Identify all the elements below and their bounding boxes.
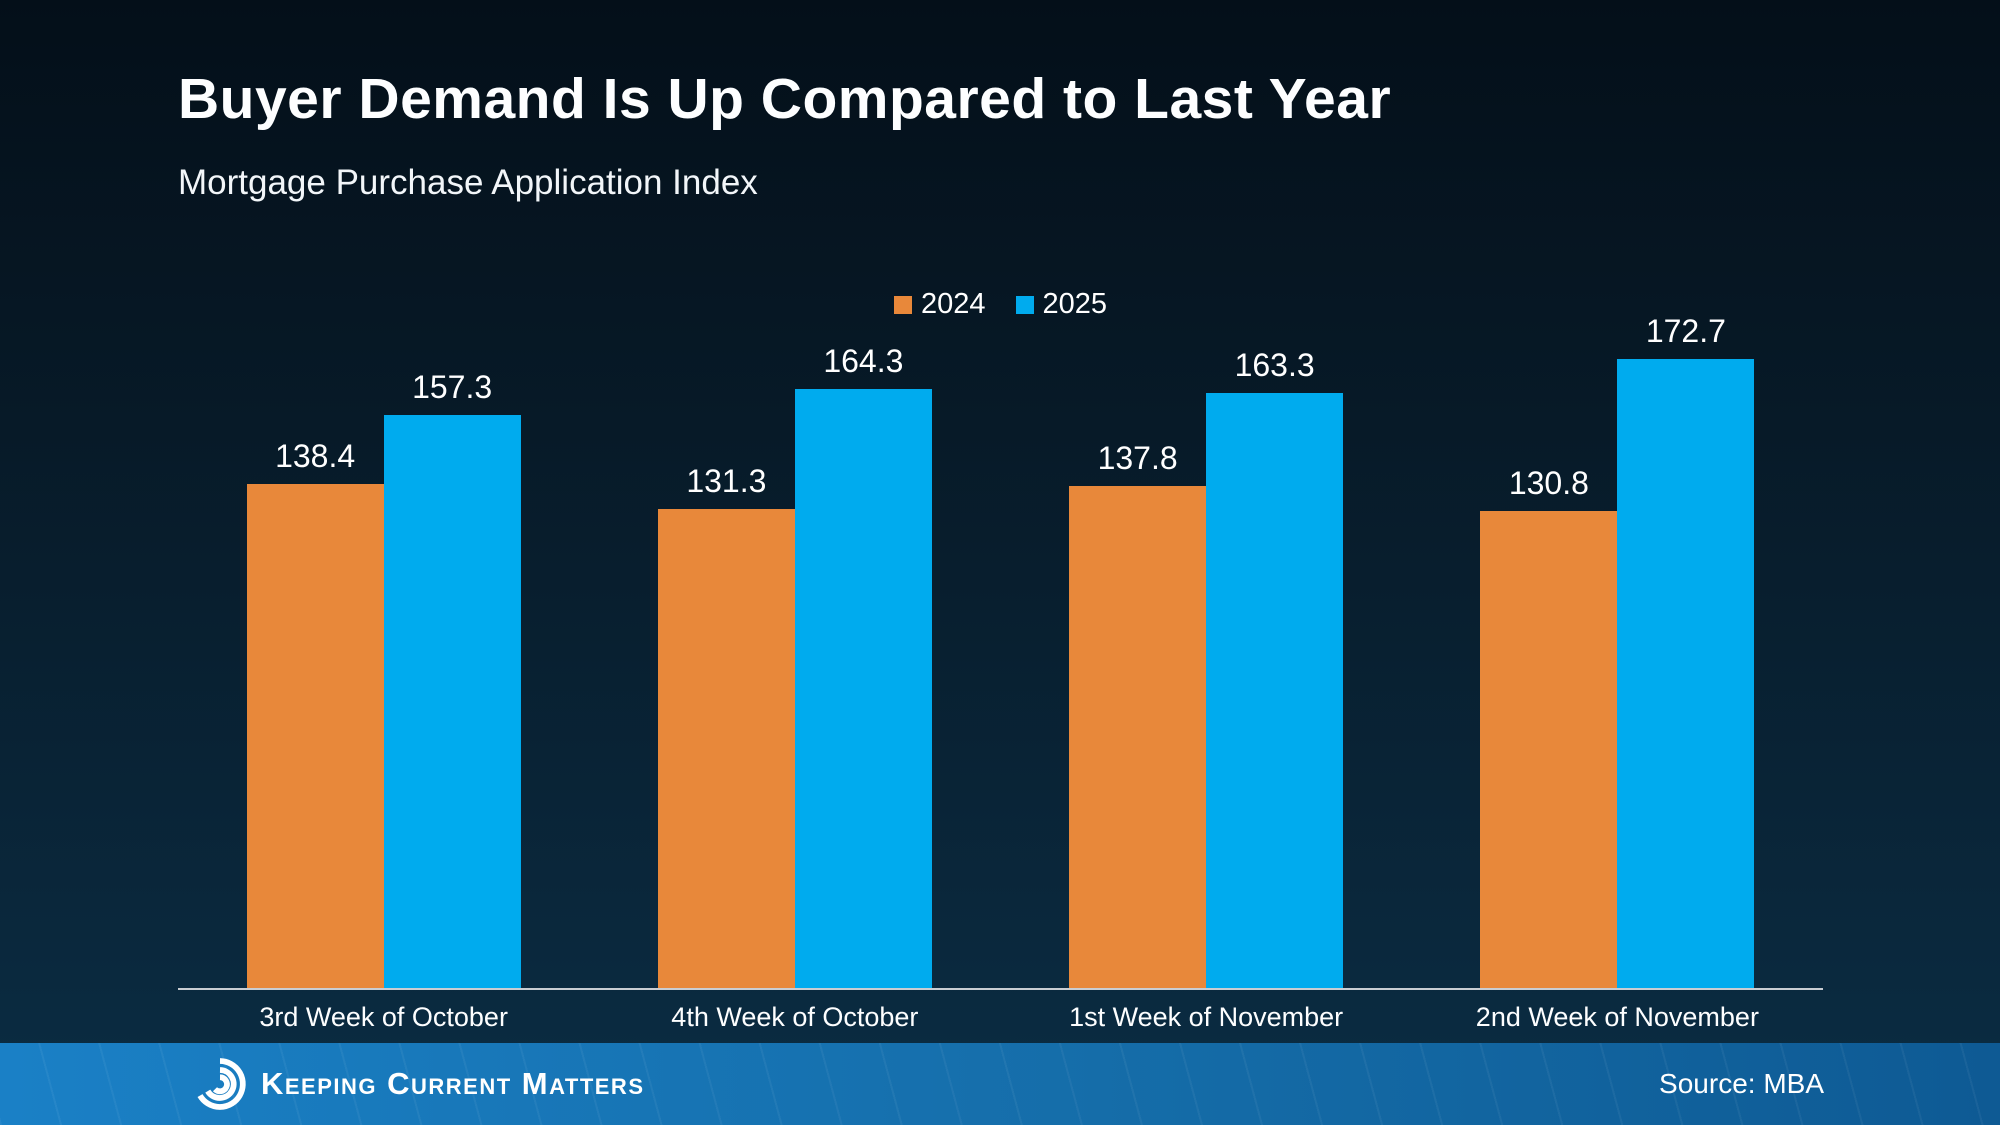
- brand-name: Keeping Current Matters: [261, 1066, 645, 1101]
- x-axis-line: [178, 988, 1823, 990]
- footer-bar: Keeping Current Matters Source: MBA: [0, 1043, 2000, 1125]
- bar-group: 138.4 157.3: [178, 369, 589, 988]
- bar-2025: 172.7: [1617, 313, 1755, 988]
- bar-value-label: 130.8: [1508, 465, 1589, 501]
- chart-subtitle: Mortgage Purchase Application Index: [178, 163, 758, 202]
- bar-rect: [1617, 359, 1755, 988]
- brand-lockup: Keeping Current Matters: [193, 1057, 645, 1111]
- bar-value-label: 137.8: [1097, 440, 1178, 476]
- bar-2024: 138.4: [246, 438, 384, 988]
- x-axis-tick-label: 2nd Week of November: [1475, 1002, 1759, 1032]
- legend-item-2025: 2025: [1015, 288, 1108, 321]
- bar-value-label: 131.3: [686, 463, 767, 499]
- legend-label: 2025: [1042, 288, 1108, 320]
- bar-2024: 137.8: [1069, 440, 1207, 988]
- bar-value-label: 157.3: [412, 369, 493, 405]
- bar-rect: [1480, 511, 1618, 988]
- bar-value-label: 138.4: [275, 438, 356, 474]
- chart-legend: 2024 2025: [178, 288, 1823, 321]
- bar-group: 131.3 164.3: [589, 343, 1000, 988]
- bar-group: 137.8 163.3: [1001, 347, 1412, 988]
- bar-value-label: 164.3: [823, 343, 904, 379]
- bar-2024: 131.3: [657, 463, 795, 988]
- legend-label: 2024: [920, 288, 986, 320]
- bar-rect: [246, 484, 384, 988]
- bar-2025: 157.3: [383, 369, 521, 988]
- chart-title: Buyer Demand Is Up Compared to Last Year: [178, 67, 1392, 131]
- x-axis-tick-label: 1st Week of November: [1069, 1002, 1344, 1032]
- kcm-swirl-icon: [197, 1058, 246, 1110]
- x-axis-labels: 3rd Week of October 4th Week of October 1s…: [178, 1002, 1823, 1033]
- plot-area: 138.4 157.3 131.3 164.3 137.8 163.3 130.8 172.7: [178, 0, 1823, 988]
- bar-value-label: 172.7: [1645, 313, 1726, 349]
- bar-2025: 164.3: [794, 343, 932, 988]
- source-label: Source: MBA: [1659, 1068, 1824, 1099]
- bar-rect: [1069, 486, 1207, 988]
- bar-rect: [383, 415, 521, 988]
- bar-2024: 130.8: [1480, 465, 1618, 988]
- bar-value-label: 163.3: [1234, 347, 1315, 383]
- x-axis-tick-label: 3rd Week of October: [259, 1002, 508, 1032]
- bar-rect: [794, 389, 932, 988]
- bar-group: 130.8 172.7: [1412, 313, 1823, 988]
- legend-swatch-icon: [893, 295, 912, 314]
- bar-rect: [1206, 393, 1344, 988]
- legend-swatch-icon: [1015, 295, 1034, 314]
- x-axis-tick-label: 4th Week of October: [671, 1002, 919, 1032]
- legend-item-2024: 2024: [893, 288, 986, 321]
- bar-2025: 163.3: [1206, 347, 1344, 988]
- bar-rect: [657, 509, 795, 988]
